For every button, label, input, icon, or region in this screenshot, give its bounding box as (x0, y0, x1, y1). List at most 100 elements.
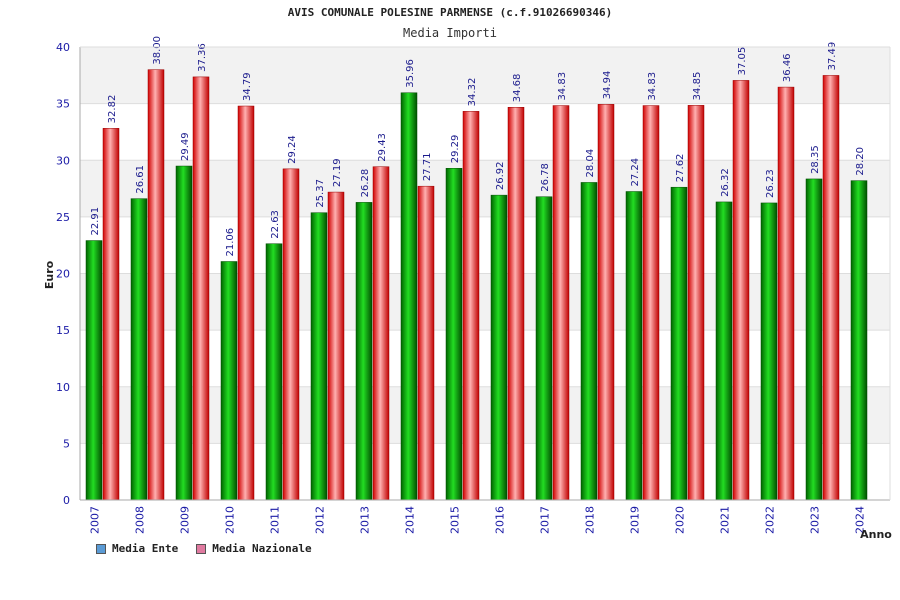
y-tick-label: 40 (56, 41, 70, 54)
y-tick-label: 10 (56, 381, 70, 394)
grid-band (80, 443, 890, 500)
bar-media-ente-2007 (85, 240, 103, 501)
data-label: 35.96 (405, 59, 416, 88)
x-tick-label: 2022 (764, 506, 777, 534)
bar-media-nazionale-2007 (102, 128, 120, 501)
y-tick-label: 25 (56, 211, 70, 224)
x-tick-label: 2021 (719, 506, 732, 534)
x-tick-label: 2015 (449, 506, 462, 534)
data-label: 27.19 (332, 158, 343, 187)
bar-media-nazionale-2021 (732, 80, 750, 501)
data-label: 29.24 (287, 135, 298, 164)
bar-media-ente-2008 (130, 198, 148, 501)
data-label: 37.36 (197, 43, 208, 72)
data-label: 34.85 (692, 72, 703, 101)
data-label: 22.91 (90, 207, 101, 236)
data-label: 28.04 (585, 149, 596, 178)
data-label: 29.49 (180, 132, 191, 161)
bar-media-nazionale-2011 (282, 168, 300, 501)
chart-title: AVIS COMUNALE POLESINE PARMENSE (c.f.910… (288, 6, 613, 19)
data-label: 38.00 (152, 36, 163, 65)
bar-media-nazionale-2012 (327, 191, 345, 501)
y-tick-label: 35 (56, 98, 70, 111)
y-tick-label: 5 (63, 437, 70, 450)
x-tick-label: 2019 (629, 506, 642, 534)
bar-media-ente-2015 (445, 168, 463, 501)
grid-band (80, 47, 890, 104)
legend-swatch-media-nazionale (196, 543, 207, 554)
data-label: 27.24 (630, 158, 641, 187)
data-label: 27.62 (675, 154, 686, 183)
bar-media-ente-2018 (580, 182, 598, 501)
bar-media-ente-2016 (490, 194, 508, 501)
data-label: 22.63 (270, 210, 281, 239)
bar-media-nazionale-2014 (417, 185, 435, 501)
y-tick-label: 20 (56, 268, 70, 281)
bar-media-ente-2012 (310, 212, 328, 501)
x-tick-label: 2008 (134, 506, 147, 534)
y-tick-label: 0 (63, 494, 70, 507)
legend: Media Ente Media Nazionale (96, 542, 312, 555)
x-tick-label: 2013 (359, 506, 372, 534)
y-tick-label: 15 (56, 324, 70, 337)
x-tick-label: 2010 (224, 506, 237, 534)
data-label: 36.46 (782, 53, 793, 82)
chart-subtitle: Media Importi (403, 26, 497, 40)
data-label: 34.79 (242, 72, 253, 101)
data-label: 29.43 (377, 133, 388, 162)
bar-media-nazionale-2018 (597, 104, 615, 501)
grid-band (80, 103, 890, 161)
data-label: 34.94 (602, 71, 613, 100)
y-axis-label: Euro (43, 260, 56, 289)
bar-media-ente-2024 (850, 180, 868, 501)
legend-item-media-ente: Media Ente (96, 542, 178, 555)
x-tick-label: 2024 (854, 506, 867, 534)
data-label: 34.68 (512, 74, 523, 103)
x-tick-label: 2016 (494, 506, 507, 534)
bar-media-nazionale-2017 (552, 105, 570, 501)
x-tick-label: 2017 (539, 506, 552, 534)
data-label: 26.28 (360, 169, 371, 198)
x-tick-label: 2012 (314, 506, 327, 534)
data-labels: 22.91 32.82 26.61 38.00 29.49 37.36 21.06 34.79… (90, 36, 866, 256)
grid (80, 46, 890, 501)
axes: 0 5 10 15 20 25 30 35 40 2007 2008 2009 2010 2011 2012… (56, 41, 891, 534)
data-label: 26.78 (540, 163, 551, 192)
grid-band (80, 216, 890, 274)
grid-band (80, 273, 890, 331)
bar-media-ente-2021 (715, 201, 733, 501)
x-tick-label: 2011 (269, 506, 282, 534)
y-tick-label: 30 (56, 154, 70, 167)
bar-media-ente-2020 (670, 186, 688, 501)
x-tick-label: 2009 (179, 506, 192, 534)
bar-media-nazionale-2019 (642, 105, 660, 501)
grid-band (80, 386, 890, 444)
data-label: 37.49 (827, 42, 838, 71)
bar-media-ente-2019 (625, 191, 643, 501)
bar-media-nazionale-2015 (462, 111, 480, 501)
legend-label-media-ente: Media Ente (112, 542, 179, 555)
bar-media-nazionale-2020 (687, 105, 705, 501)
bar-media-ente-2022 (760, 202, 778, 501)
x-axis-label: Anno (860, 528, 892, 541)
data-label: 25.37 (315, 179, 326, 208)
bar-media-ente-2011 (265, 243, 283, 501)
data-label: 32.82 (107, 95, 118, 124)
data-label: 34.83 (647, 72, 658, 101)
data-label: 26.23 (765, 169, 776, 198)
legend-swatch-media-ente (96, 543, 106, 554)
data-label: 34.83 (557, 72, 568, 101)
bar-media-ente-2023 (805, 178, 823, 501)
bar-media-ente-2014 (400, 92, 418, 501)
data-label: 26.61 (135, 165, 146, 194)
legend-label-media-nazionale: Media Nazionale (212, 542, 312, 555)
bar-media-nazionale-2010 (237, 105, 255, 501)
bar-media-nazionale-2009 (192, 76, 210, 501)
x-tick-label: 2020 (674, 506, 687, 534)
bar-media-ente-2013 (355, 202, 373, 501)
data-label: 34.32 (467, 78, 478, 107)
data-label: 27.71 (422, 153, 433, 182)
bar-media-ente-2009 (175, 165, 193, 501)
data-label: 28.35 (810, 145, 821, 174)
